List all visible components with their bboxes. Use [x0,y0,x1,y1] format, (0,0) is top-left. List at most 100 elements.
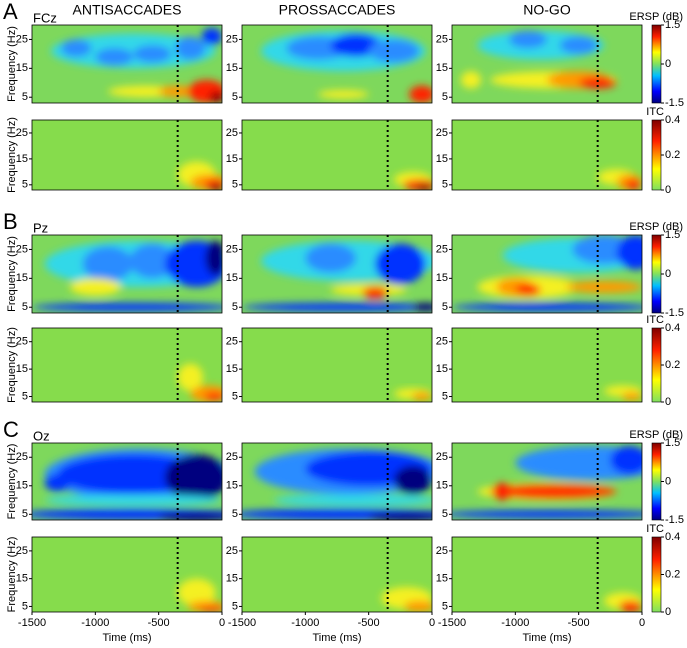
y-tick-label: 5 [22,390,28,402]
channel-label: Pz [33,220,48,235]
heatmap-blob [177,578,216,607]
heatmap-blob [318,90,369,99]
y-tick-label: 5 [232,179,238,191]
heatmap-blob [616,235,642,270]
heatmap-blob [32,302,222,312]
colorbar-tick-label: -1.5 [665,514,684,526]
y-tick-label: 5 [22,91,28,103]
heatmap-blobs [177,578,222,612]
y-tick-label: 25 [226,243,238,255]
y-tick-label: 15 [436,153,448,165]
colorbar-tick-label: -1.5 [665,97,684,109]
heatmap-blob [515,284,541,296]
heatmap [32,120,222,190]
y-tick-label: 15 [436,272,448,284]
heatmap-blobs [452,445,642,519]
x-axis-label: Time (ms) [522,632,571,644]
y-tick-label: 15 [16,363,28,375]
colorbar-title: ITC [646,314,664,326]
heatmap [242,120,432,190]
colorbar [651,536,662,613]
heatmap-blob [70,278,121,296]
heatmap-blob [368,39,420,63]
heatmap-blobs [604,592,642,612]
colorbar-tick-label: 1.5 [665,229,680,241]
y-tick-label: 25 [226,33,238,45]
x-axis-label: Time (ms) [312,632,361,644]
colorbar-tick-label: 0.2 [665,149,680,161]
y-tick-label: 15 [226,573,238,585]
x-tick-label: 0 [219,617,225,629]
y-tick-label: 5 [232,301,238,313]
x-tick-label: -1000 [501,617,529,629]
heatmap-blob [177,363,203,392]
heatmap-background [242,328,432,402]
y-tick-label: 5 [232,390,238,402]
heatmap-blobs [177,161,222,190]
heatmap [452,328,642,402]
heatmap-blobs [32,448,222,520]
y-tick-label: 5 [442,390,448,402]
heatmap-blobs [597,169,642,190]
y-tick-label: 5 [232,508,238,520]
heatmap-blob [330,33,382,57]
y-tick-label: 25 [16,336,28,348]
y-tick-label: 25 [436,127,448,139]
heatmap-blob [158,512,222,520]
panel-label: C [3,417,19,442]
heatmap-blob [82,246,134,282]
colorbar-tick-label: 1.5 [665,437,680,449]
x-axis-label: Time (ms) [102,632,151,644]
colorbar-tick-label: 0.4 [665,114,680,126]
y-tick-label: 15 [226,62,238,74]
panel-frame [451,24,643,104]
heatmap [32,25,222,103]
heatmap [452,235,642,313]
heatmap-blob [492,482,513,501]
x-tick-label: -1500 [438,617,466,629]
x-tick-label: -1000 [291,617,319,629]
heatmap [32,537,222,612]
colorbar [651,234,662,314]
heatmap-blobs [394,171,432,190]
y-tick-label: 5 [442,508,448,520]
x-tick-label: -1500 [228,617,256,629]
heatmap [32,328,222,402]
colorbar [651,119,662,191]
x-tick-label: -1500 [18,617,46,629]
y-tick-label: 25 [436,336,448,348]
heatmap-blob [201,27,222,46]
panel-frame [451,327,643,403]
colorbar [651,327,662,403]
heatmap-blob [621,392,642,401]
panel-frame [31,119,223,191]
y-tick-label: 25 [226,127,238,139]
panel-frame [241,536,433,613]
heatmap-blob [413,302,432,312]
heatmap-blob [404,600,432,612]
colorbar-tick-label: 0 [665,184,671,196]
y-axis-label: Frequency (Hz) [6,327,18,403]
heatmap-blob [129,243,176,279]
heatmap-blob [409,85,432,103]
heatmap-blobs [261,30,432,103]
heatmap-blob [199,606,222,612]
y-tick-label: 25 [226,451,238,463]
heatmap-blob [50,33,216,69]
y-tick-label: 25 [436,243,448,255]
heatmap [32,235,222,313]
panel-label: A [3,0,18,24]
heatmap-blob [44,474,70,492]
heatmap [242,235,432,313]
colorbar-title: ERSP (dB) [629,429,683,441]
y-tick-label: 15 [16,480,28,492]
panel-frame [241,234,433,314]
heatmap-blob [411,392,432,401]
heatmap [242,537,432,612]
heatmap-blob [175,36,206,60]
heatmap-blob [566,281,642,293]
heatmap-blob [242,302,432,312]
heatmap-blobs [460,30,617,89]
heatmap-blob [416,183,432,190]
